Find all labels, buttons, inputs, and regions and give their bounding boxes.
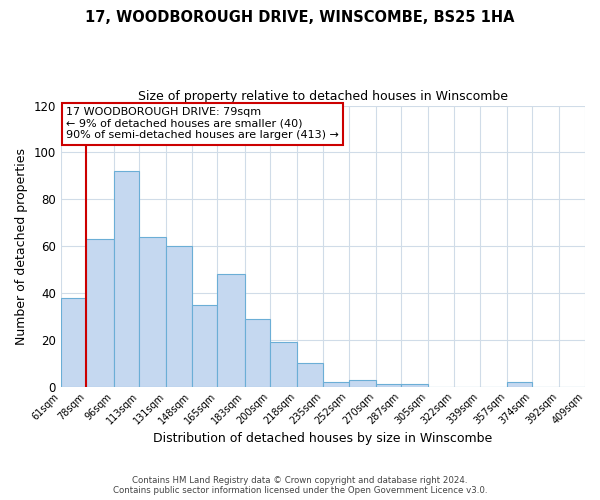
- Bar: [323, 382, 349, 386]
- Bar: [401, 384, 428, 386]
- Bar: [61, 298, 86, 386]
- Bar: [217, 274, 245, 386]
- Bar: [113, 171, 139, 386]
- Bar: [139, 236, 166, 386]
- Bar: [245, 318, 270, 386]
- Bar: [192, 304, 217, 386]
- Bar: [86, 239, 113, 386]
- Bar: [270, 342, 297, 386]
- Bar: [166, 246, 192, 386]
- Bar: [297, 363, 323, 386]
- Title: Size of property relative to detached houses in Winscombe: Size of property relative to detached ho…: [138, 90, 508, 103]
- Bar: [349, 380, 376, 386]
- Bar: [506, 382, 532, 386]
- Text: Contains HM Land Registry data © Crown copyright and database right 2024.
Contai: Contains HM Land Registry data © Crown c…: [113, 476, 487, 495]
- X-axis label: Distribution of detached houses by size in Winscombe: Distribution of detached houses by size …: [153, 432, 493, 445]
- Text: 17 WOODBOROUGH DRIVE: 79sqm
← 9% of detached houses are smaller (40)
90% of semi: 17 WOODBOROUGH DRIVE: 79sqm ← 9% of deta…: [66, 107, 339, 140]
- Y-axis label: Number of detached properties: Number of detached properties: [15, 148, 28, 344]
- Bar: [376, 384, 401, 386]
- Text: 17, WOODBOROUGH DRIVE, WINSCOMBE, BS25 1HA: 17, WOODBOROUGH DRIVE, WINSCOMBE, BS25 1…: [85, 10, 515, 25]
